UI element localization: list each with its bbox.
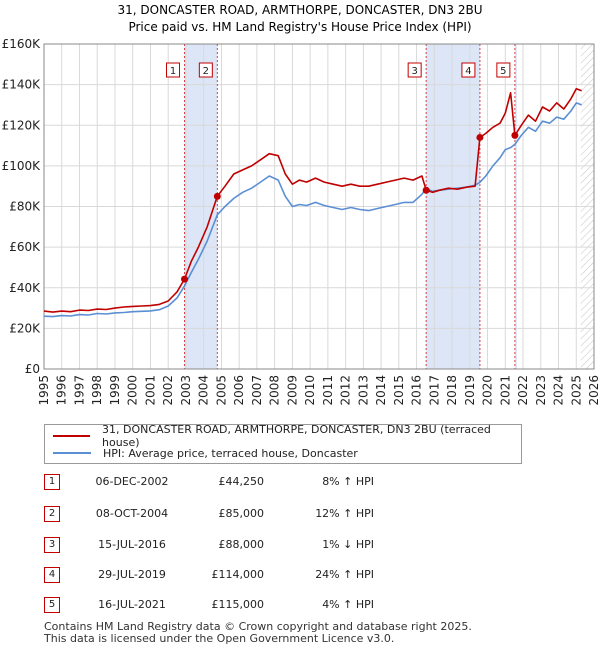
legend-swatch-hpi xyxy=(53,452,91,454)
legend-item-property: 31, DONCASTER ROAD, ARMTHORPE, DONCASTER… xyxy=(53,423,521,449)
sale-row: 5 16-JUL-2021 £115,000 4% ↑ HPI xyxy=(44,597,464,615)
sale-point xyxy=(476,133,484,141)
chart-svg: 31, DONCASTER ROAD, ARMTHORPE, DONCASTER… xyxy=(2,3,600,406)
y-tick-label: £160K xyxy=(2,37,42,51)
legend-label-property: 31, DONCASTER ROAD, ARMTHORPE, DONCASTER… xyxy=(102,423,491,449)
sale-date: 08-OCT-2004 xyxy=(95,507,169,520)
sale-price: £114,000 xyxy=(211,568,265,581)
price-chart: 31, DONCASTER ROAD, ARMTHORPE, DONCASTER… xyxy=(2,3,600,406)
x-tick-label: 2004 xyxy=(197,375,211,406)
x-tick-label: 2023 xyxy=(534,375,548,406)
footer-line-2: This data is licensed under the Open Gov… xyxy=(44,632,395,645)
x-tick-label: 2013 xyxy=(356,375,370,406)
sale-point xyxy=(422,186,430,194)
sale-date: 15-JUL-2016 xyxy=(98,538,166,551)
chart-legend: 31, DONCASTER ROAD, ARMTHORPE, DONCASTER… xyxy=(44,423,522,464)
sale-hpi-diff: 8% ↑ HPI xyxy=(322,475,374,488)
x-tick-label: 2008 xyxy=(268,375,282,406)
x-tick-label: 1997 xyxy=(72,375,86,406)
hpi-line xyxy=(43,102,582,318)
y-tick-label: £20K xyxy=(9,321,41,335)
x-tick-label: 2009 xyxy=(285,375,299,406)
x-tick-label: 2019 xyxy=(463,375,477,406)
sale-row: 1 06-DEC-2002 £44,250 8% ↑ HPI xyxy=(44,474,464,492)
x-tick-label: 2014 xyxy=(374,375,388,406)
x-tick-label: 2002 xyxy=(161,375,175,406)
x-tick-label: 2005 xyxy=(214,375,228,406)
y-tick-label: £140K xyxy=(2,78,42,92)
x-tick-label: 2001 xyxy=(143,375,157,406)
sale-point xyxy=(213,192,221,200)
x-tick-label: 2021 xyxy=(498,375,512,406)
property-price-line xyxy=(43,87,582,313)
sale-badge-label: 1 xyxy=(170,66,176,77)
x-tick-label: 1995 xyxy=(37,375,51,406)
sale-row: 2 08-OCT-2004 £85,000 12% ↑ HPI xyxy=(44,506,464,524)
x-tick-label: 2017 xyxy=(427,375,441,406)
y-tick-label: £120K xyxy=(2,118,42,132)
sale-row: 3 15-JUL-2016 £88,000 1% ↓ HPI xyxy=(44,537,464,555)
x-tick-label: 1996 xyxy=(55,375,69,406)
sale-number-badge: 1 xyxy=(44,474,60,490)
sale-badge-box xyxy=(461,62,476,78)
sale-price: £88,000 xyxy=(218,538,265,551)
chart-title: 31, DONCASTER ROAD, ARMTHORPE, DONCASTER… xyxy=(117,3,482,17)
x-tick-label: 2026 xyxy=(587,375,600,406)
sale-badge-label: 5 xyxy=(500,66,506,77)
footer-attribution: Contains HM Land Registry data © Crown c… xyxy=(44,621,472,645)
x-tick-label: 1999 xyxy=(108,375,122,406)
x-tick-label: 2024 xyxy=(552,375,566,406)
sale-hpi-diff: 1% ↓ HPI xyxy=(322,538,374,551)
legend-label-hpi: HPI: Average price, terraced house, Donc… xyxy=(103,446,358,460)
y-tick-label: £40K xyxy=(9,281,41,295)
sale-hpi-diff: 4% ↑ HPI xyxy=(322,598,374,611)
sale-point xyxy=(511,131,519,139)
x-tick-label: 2003 xyxy=(179,375,193,406)
sale-price: £85,000 xyxy=(218,507,265,520)
legend-item-hpi: HPI: Average price, terraced house, Donc… xyxy=(53,445,358,461)
sale-price: £115,000 xyxy=(211,598,265,611)
sale-date: 06-DEC-2002 xyxy=(95,475,169,488)
legend-swatch-property xyxy=(53,435,91,437)
x-tick-label: 2007 xyxy=(250,375,264,406)
sale-number-badge: 3 xyxy=(44,537,60,553)
sale-number-badge: 2 xyxy=(44,506,60,522)
sale-hpi-diff: 24% ↑ HPI xyxy=(315,568,374,581)
x-tick-label: 2015 xyxy=(392,375,406,406)
sale-number-badge: 4 xyxy=(44,567,60,583)
sale-row: 4 29-JUL-2019 £114,000 24% ↑ HPI xyxy=(44,567,464,585)
y-tick-label: £0 xyxy=(25,362,40,376)
x-tick-label: 2020 xyxy=(481,375,495,406)
y-tick-label: £100K xyxy=(2,159,42,173)
x-tick-label: 2016 xyxy=(410,375,424,406)
sale-badge-label: 4 xyxy=(465,66,471,77)
x-tick-label: 2006 xyxy=(232,375,246,406)
footer-line-1: Contains HM Land Registry data © Crown c… xyxy=(44,620,472,633)
sale-hpi-diff: 12% ↑ HPI xyxy=(315,507,374,520)
x-tick-label: 2022 xyxy=(516,375,530,406)
sale-number-badge: 5 xyxy=(44,597,60,613)
sale-point xyxy=(181,275,189,283)
sale-date: 29-JUL-2019 xyxy=(98,568,166,581)
sale-badge-box xyxy=(496,62,511,78)
x-tick-label: 2000 xyxy=(126,375,140,406)
x-tick-label: 2011 xyxy=(321,375,335,406)
sale-badge-label: 2 xyxy=(203,66,209,77)
y-tick-label: £60K xyxy=(9,240,41,254)
sale-date: 16-JUL-2021 xyxy=(98,598,166,611)
sale-badge-label: 3 xyxy=(411,66,417,77)
chart-subtitle: Price paid vs. HM Land Registry's House … xyxy=(128,20,471,34)
x-tick-label: 2010 xyxy=(303,375,317,406)
sale-badge-box xyxy=(407,62,422,78)
x-tick-label: 2018 xyxy=(445,375,459,406)
y-tick-label: £80K xyxy=(9,200,41,214)
x-tick-label: 1998 xyxy=(90,375,104,406)
sale-badge-box xyxy=(166,62,181,78)
sale-price: £44,250 xyxy=(218,475,265,488)
x-tick-label: 2025 xyxy=(569,375,583,406)
sale-badge-box xyxy=(198,62,213,78)
plot-frame xyxy=(43,43,595,370)
x-tick-label: 2012 xyxy=(339,375,353,406)
